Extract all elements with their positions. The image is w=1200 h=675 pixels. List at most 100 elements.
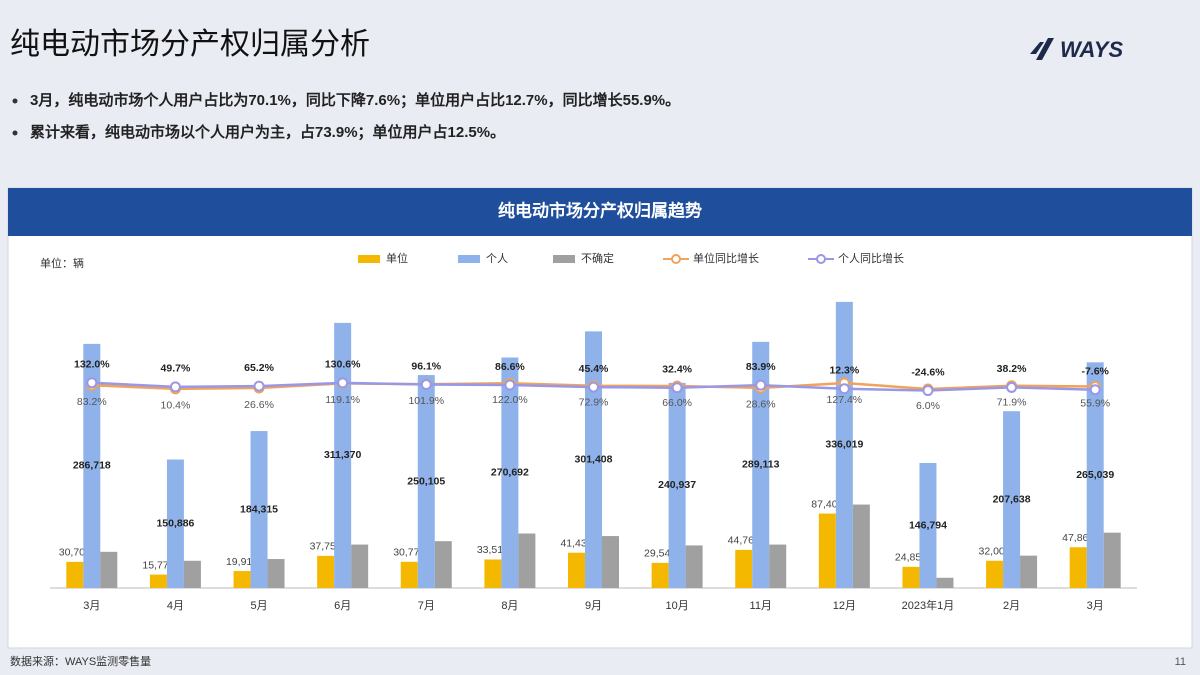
bar [484,559,502,588]
bar [769,544,787,588]
bar [149,574,167,588]
line-marker [1006,381,1018,393]
data-label: 6.0% [916,400,940,412]
line-marker [420,379,432,391]
line-marker [588,381,599,393]
data-label: 311,370 [324,449,362,461]
legend-label: 个人 [486,252,508,265]
line-marker [922,385,934,397]
x-tick-label: 2月 [1003,600,1020,612]
bar [986,560,1004,588]
data-label: 44,761 [728,535,760,547]
bar [1103,532,1121,588]
data-label: 127.4% [827,394,863,406]
line-marker [504,379,516,391]
unit-label: 单位：辆 [40,256,84,270]
data-label: 12.3% [829,365,859,377]
data-label: 72.9% [579,396,609,408]
data-label: 86.6% [495,361,525,373]
data-label: 336,019 [825,439,863,451]
data-label: 37,756 [310,541,342,553]
data-label: 83.2% [77,396,107,408]
data-label: 87,407 [811,498,843,510]
legend-label: 单位同比增长 [693,251,759,265]
bar [351,544,369,588]
data-label: 26.6% [244,399,274,411]
bar [668,382,686,588]
x-tick-label: 4月 [167,600,184,612]
bar [919,463,937,588]
bullet-dot [12,130,18,136]
data-label: 101.9% [408,395,444,407]
bar [66,561,84,588]
x-tick-label: 12月 [833,600,856,612]
data-label: 119.1% [325,394,360,406]
data-label: 19,913 [226,556,258,568]
data-label: 66.0% [662,397,692,409]
bar [1086,362,1104,588]
source-note: 数据来源：WAYS监测零售量 [10,654,151,668]
data-label: 15,770 [142,559,174,571]
x-tick-label: 3月 [83,600,100,612]
data-label: 10.4% [161,400,191,412]
data-label: 289,113 [742,459,780,471]
line-marker [86,377,98,389]
data-label: 150,886 [156,518,194,530]
bar [685,545,703,588]
bar [267,559,285,588]
data-label: 38.2% [997,363,1027,375]
line-marker [755,379,767,391]
data-label: 49.7% [161,363,191,375]
bar [602,536,619,588]
x-tick-label: 3月 [1087,600,1104,612]
data-label: 270,692 [491,467,529,479]
logo-text: WAYS [1060,37,1123,62]
x-tick-label: 5月 [250,600,267,612]
bar [250,431,268,588]
data-label: 32.4% [662,364,692,376]
line-marker [838,383,850,395]
data-label: 47,869 [1062,532,1094,544]
page-number: 11 [1175,656,1186,668]
data-label: -7.6% [1081,365,1109,377]
data-label: 240,937 [658,479,696,491]
legend-swatch [816,254,826,264]
data-label: 250,105 [407,475,445,487]
x-tick-label: 11月 [750,600,772,612]
data-label: 286,718 [73,460,111,472]
data-label: 28.6% [746,399,776,411]
x-tick-label: 6月 [334,600,351,612]
data-label: 146,794 [909,519,947,531]
data-label: 41,435 [560,538,592,550]
data-label: 32,001 [979,546,1011,558]
bar [651,562,669,588]
logo-icon [1030,38,1054,60]
data-label: 130.6% [325,359,361,371]
chart-title: 纯电动市场分产权归属趋势 [498,200,702,220]
slide-title: 纯电动市场分产权归属分析 [10,28,370,61]
bar [183,560,201,588]
data-label: 96.1% [411,360,441,372]
line-marker [337,377,349,389]
x-tick-label: 10月 [665,600,688,612]
bar [1003,411,1021,588]
data-label: 207,638 [993,493,1031,505]
bar [752,341,770,588]
x-tick-label: 2023年1月 [902,598,955,612]
data-label: 71.9% [997,397,1027,409]
bar [585,331,602,588]
bar [501,357,519,588]
data-label: 65.2% [244,362,274,374]
data-label: 29,541 [644,548,676,560]
bar [83,343,101,588]
bar [852,504,870,588]
line-marker [1089,384,1101,396]
line-marker [253,380,265,392]
legend-label: 不确定 [581,251,614,265]
x-tick-label: 9月 [585,600,602,612]
bar [818,513,836,588]
bar [334,322,352,588]
bullet: 累计来看，纯电动市场以个人用户为主，占73.9%；单位用户占12.5%。 [30,123,505,141]
